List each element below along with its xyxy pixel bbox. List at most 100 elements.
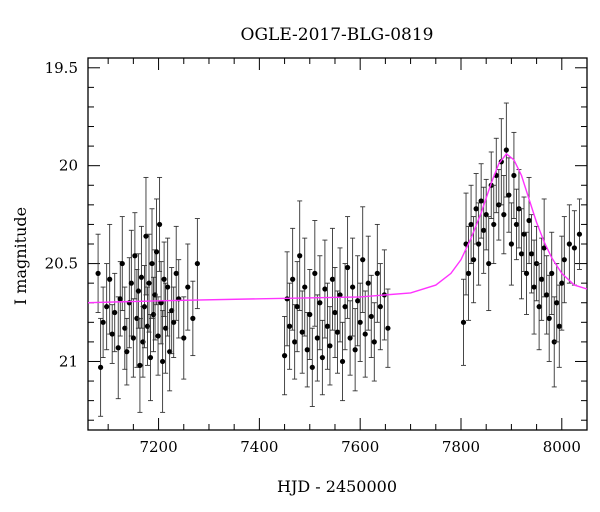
x-tick-label: 7200 (139, 438, 177, 456)
data-point (181, 335, 187, 341)
data-point (357, 319, 363, 325)
data-point (163, 325, 169, 331)
x-axis-label: HJD - 2450000 (277, 477, 397, 496)
data-point (146, 280, 152, 286)
data-point (576, 231, 583, 237)
data-point (319, 354, 325, 361)
data-point (503, 147, 509, 153)
data-point (531, 284, 537, 290)
data-point (317, 300, 323, 306)
model-curve (87, 152, 588, 304)
data-point (324, 323, 331, 329)
data-point (299, 329, 305, 335)
data-point (141, 304, 148, 310)
data-point (307, 311, 313, 318)
data-point (329, 276, 336, 282)
data-point (143, 233, 149, 239)
data-point (476, 241, 482, 247)
data-point (290, 276, 296, 282)
data-point (365, 280, 371, 286)
data-point (355, 298, 361, 304)
x-tick-label: 8000 (543, 438, 581, 456)
data-point (322, 286, 328, 292)
y-tick-label: 21 (59, 352, 78, 370)
data-point (161, 276, 167, 282)
data-point (385, 325, 391, 331)
data-point (460, 319, 467, 325)
x-tick-label: 7600 (341, 438, 379, 456)
data-point (281, 353, 288, 359)
data-point (508, 241, 514, 247)
y-tick-label: 20.5 (45, 255, 78, 273)
data-point (533, 260, 540, 267)
data-point (546, 315, 552, 321)
data-point (171, 319, 177, 325)
data-point (124, 349, 130, 355)
data-point (465, 270, 472, 276)
data-point (95, 270, 101, 276)
data-point (194, 260, 200, 267)
data-point (513, 221, 520, 228)
data-point (374, 270, 380, 276)
data-point (549, 270, 555, 276)
data-point (362, 331, 368, 337)
data-point (185, 284, 191, 290)
data-point (173, 270, 179, 276)
data-point (292, 339, 298, 345)
data-point (541, 245, 547, 251)
data-point (104, 304, 110, 310)
data-point (481, 227, 487, 233)
data-point (521, 231, 527, 237)
data-point (119, 260, 125, 267)
data-point (130, 335, 136, 341)
data-point (486, 260, 492, 267)
data-point (117, 296, 123, 302)
data-point (332, 309, 338, 316)
data-point (347, 335, 353, 341)
data-point (360, 257, 366, 263)
data-point (287, 323, 293, 329)
y-axis-label: I magnitude (11, 207, 30, 305)
data-point (294, 304, 300, 310)
data-point (135, 288, 142, 294)
data-point (138, 274, 145, 280)
data-point (516, 206, 522, 212)
y-tick-label: 20 (59, 157, 78, 175)
data-point (559, 280, 565, 286)
data-point (334, 329, 341, 335)
data-point (551, 339, 557, 345)
data-point (153, 249, 160, 255)
data-point (128, 280, 134, 286)
data-point (156, 221, 163, 228)
data-point (165, 284, 171, 290)
x-tick-label: 7800 (442, 438, 480, 456)
data-point (147, 354, 154, 361)
data-point (528, 251, 535, 257)
data-point (491, 221, 497, 228)
data-point (556, 323, 562, 329)
data-point (571, 245, 577, 251)
data-point (501, 212, 507, 218)
data-point (155, 333, 161, 339)
data-point (137, 362, 143, 368)
data-point (468, 221, 474, 228)
data-point (554, 300, 560, 306)
data-point (473, 206, 479, 212)
data-point (506, 192, 512, 198)
data-point (149, 260, 155, 267)
data-point (544, 292, 550, 298)
data-point (297, 253, 303, 259)
data-point (302, 284, 308, 290)
data-point (496, 202, 502, 208)
data-point (159, 358, 166, 365)
data-point (470, 257, 477, 263)
y-tick-label: 19.5 (45, 59, 78, 77)
data-point (371, 339, 377, 345)
data-point (122, 325, 128, 331)
data-point (483, 212, 489, 218)
data-point (342, 304, 348, 310)
data-point (314, 335, 320, 341)
data-point (539, 276, 545, 282)
data-point (526, 217, 532, 224)
